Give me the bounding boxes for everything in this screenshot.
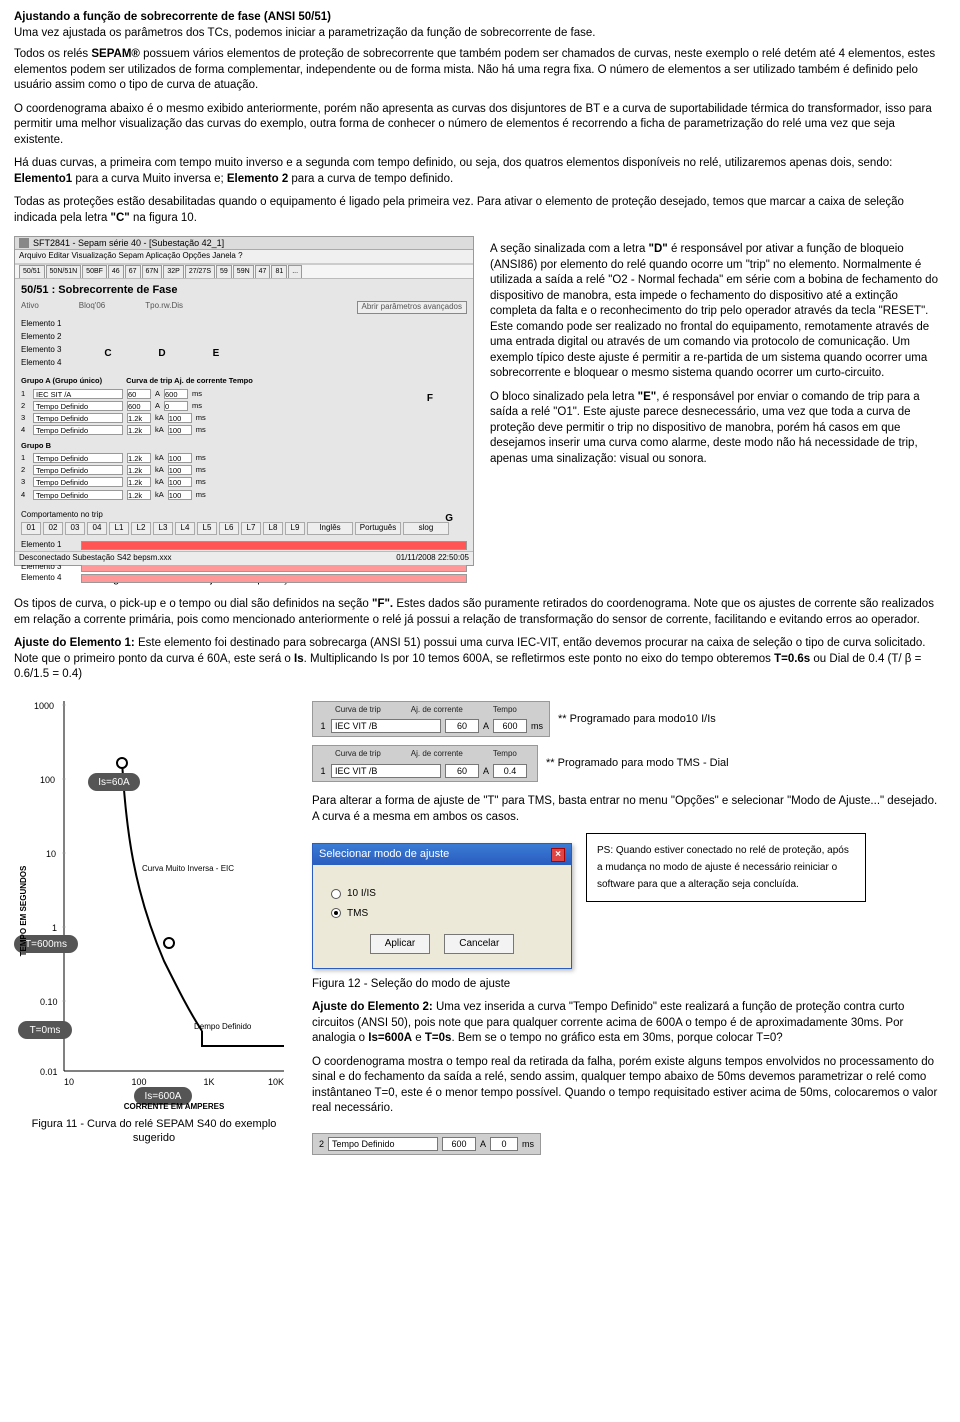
right-para-d: A seção sinalizada com a letra "D" é res… <box>490 242 946 382</box>
svg-text:1K: 1K <box>203 1077 214 1087</box>
para-4: Todas as proteções estão desabilitadas q… <box>14 195 946 226</box>
svg-text:T=600ms: T=600ms <box>25 939 67 950</box>
note-mode-tms: ** Programado para modo TMS - Dial <box>546 756 729 771</box>
svg-text:1000: 1000 <box>34 701 54 711</box>
svg-text:Dempo Definido: Dempo Definido <box>194 1022 252 1031</box>
para-8: Ajuste do Elemento 2: Uma vez inserida a… <box>312 1000 946 1047</box>
ps-note-box: PS: Quando estiver conectado no relé de … <box>586 833 866 902</box>
svg-text:100: 100 <box>40 775 55 785</box>
cancel-button[interactable]: Cancelar <box>444 934 514 954</box>
trip-row-1: Curva de tripAj. de correnteTempo 1 IEC … <box>312 701 550 738</box>
fig11-caption: Figura 11 - Curva do relé SEPAM S40 do e… <box>14 1117 294 1147</box>
svg-text:CORRENTE EM AMPERES: CORRENTE EM AMPERES <box>124 1102 225 1111</box>
close-icon[interactable]: × <box>551 848 565 862</box>
svg-text:0.01: 0.01 <box>40 1067 58 1077</box>
para-9: O coordenograma mostra o tempo real da r… <box>312 1055 946 1117</box>
right-para-e: O bloco sinalizado pela letra "E", é res… <box>490 390 946 468</box>
radio-10iis[interactable]: 10 I/IS <box>331 887 553 901</box>
svg-text:10: 10 <box>64 1077 74 1087</box>
dialog-title: Selecionar modo de ajuste <box>319 847 449 862</box>
fig10-screenshot: SFT2841 - Sepam série 40 - [Subestação 4… <box>14 236 474 566</box>
radio-tms[interactable]: TMS <box>331 907 553 921</box>
svg-text:T=0ms: T=0ms <box>30 1025 61 1036</box>
para-3: Há duas curvas, a primeira com tempo mui… <box>14 156 946 187</box>
svg-text:Is=60A: Is=60A <box>98 777 130 788</box>
svg-text:0.10: 0.10 <box>40 997 58 1007</box>
para-1: Todos os relés SEPAM® possuem vários ele… <box>14 47 946 94</box>
mode-dialog: Selecionar modo de ajuste × 10 I/IS TMS … <box>312 843 572 968</box>
page-title: Ajustando a função de sobrecorrente de f… <box>14 10 946 26</box>
fig11-chart: 1000 100 10 1 0.10 0.01 10 100 1K 10K <box>14 691 294 1157</box>
para-7: Para alterar a forma de ajuste de "T" pa… <box>312 794 946 825</box>
para-5: Os tipos de curva, o pick-up e o tempo o… <box>14 597 946 628</box>
svg-text:10K: 10K <box>268 1077 284 1087</box>
tempo-definido-row: 2 Tempo Definido 600 A 0 ms <box>312 1133 541 1155</box>
svg-text:10: 10 <box>46 849 56 859</box>
apply-button[interactable]: Aplicar <box>370 934 431 954</box>
svg-text:TEMPO EM SEGUNDOS: TEMPO EM SEGUNDOS <box>19 865 28 956</box>
intro-line: Uma vez ajustada os parâmetros dos TCs, … <box>14 26 946 42</box>
svg-text:1: 1 <box>52 923 57 933</box>
svg-text:Is=600A: Is=600A <box>145 1091 182 1102</box>
para-2: O coordenograma abaixo é o mesmo exibido… <box>14 102 946 149</box>
para-6: Ajuste do Elemento 1: Este elemento foi … <box>14 636 946 683</box>
trip-row-2: Curva de tripAj. de correnteTempo 1 IEC … <box>312 745 538 782</box>
fig12-caption: Figura 12 - Seleção do modo de ajuste <box>312 977 946 993</box>
note-mode-iis: ** Programado para modo10 I/Is <box>558 712 716 727</box>
svg-text:100: 100 <box>131 1077 146 1087</box>
svg-text:Curva Muito Inversa - EIC: Curva Muito Inversa - EIC <box>142 864 234 873</box>
